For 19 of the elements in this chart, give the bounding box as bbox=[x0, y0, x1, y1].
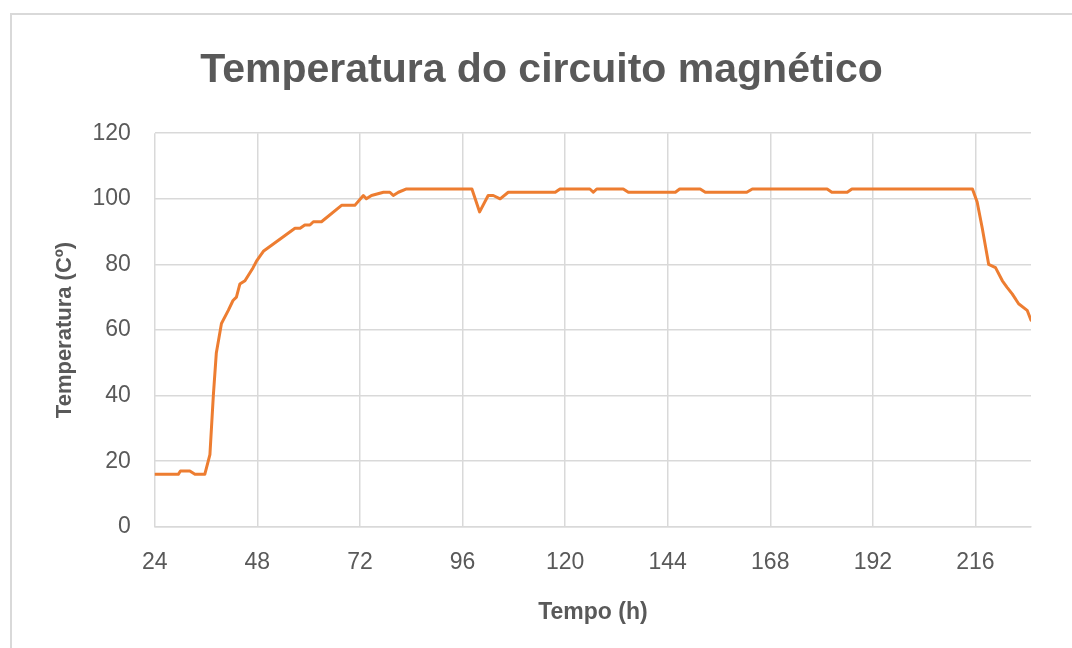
x-tick-label: 72 bbox=[347, 547, 373, 574]
x-tick-label: 48 bbox=[244, 547, 271, 574]
y-tick-label: 20 bbox=[105, 446, 131, 473]
x-tick-label: 192 bbox=[853, 547, 893, 574]
x-tick-label: 96 bbox=[449, 547, 476, 574]
x-tick-label: 144 bbox=[648, 547, 688, 574]
y-tick-label: 40 bbox=[105, 380, 131, 407]
x-tick-label: 168 bbox=[751, 547, 790, 574]
x-tick-label: 120 bbox=[545, 547, 585, 574]
y-tick-label: 0 bbox=[117, 512, 131, 539]
chart-title: Temperatura do circuito magnético bbox=[200, 44, 883, 91]
x-tick-label: 216 bbox=[956, 547, 995, 574]
y-tick-label: 80 bbox=[105, 249, 131, 276]
y-tick-label: 60 bbox=[105, 315, 131, 342]
y-tick-label: 100 bbox=[92, 184, 131, 211]
x-tick-label: 24 bbox=[141, 547, 168, 574]
y-tick-label: 120 bbox=[92, 118, 131, 145]
y-axis-title: Temperatura (Cº) bbox=[51, 241, 77, 419]
x-axis-title: Tempo (h) bbox=[538, 597, 648, 624]
